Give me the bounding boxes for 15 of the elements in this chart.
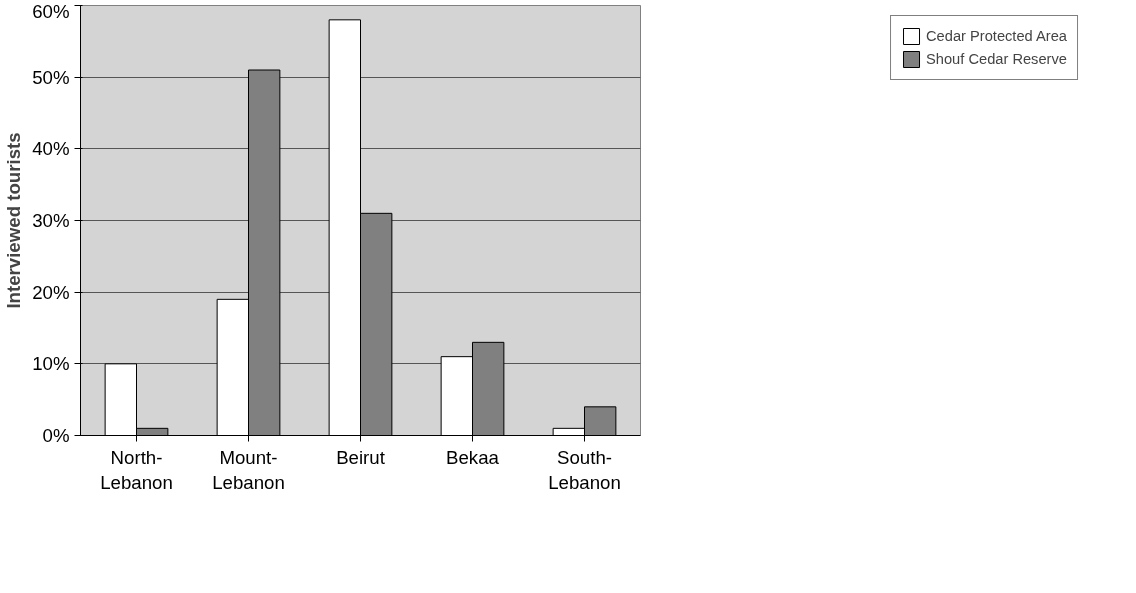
y-tick-label: 10% — [32, 353, 70, 375]
x-tick-label: South- Lebanon — [548, 446, 621, 493]
y-tick-label: 0% — [42, 425, 70, 446]
y-tick-label: 60% — [32, 0, 70, 22]
x-tick-label: Bekaa — [446, 446, 500, 468]
legend-label: Cedar Protected Area — [926, 28, 1067, 44]
y-tick-label: 20% — [32, 281, 70, 303]
y-tick-label: 30% — [32, 210, 70, 231]
x-tick-label: North- Lebanon — [100, 446, 173, 493]
y-tick-label: 40% — [32, 138, 70, 160]
legend-label: Shouf Cedar Reserve — [926, 51, 1067, 67]
y-tick-label: 50% — [32, 66, 70, 88]
y-axis-title: Interviewed tourists — [3, 132, 25, 309]
x-tick-label: Beirut — [336, 446, 386, 468]
x-tick-label: Mount- Lebanon — [212, 446, 285, 493]
